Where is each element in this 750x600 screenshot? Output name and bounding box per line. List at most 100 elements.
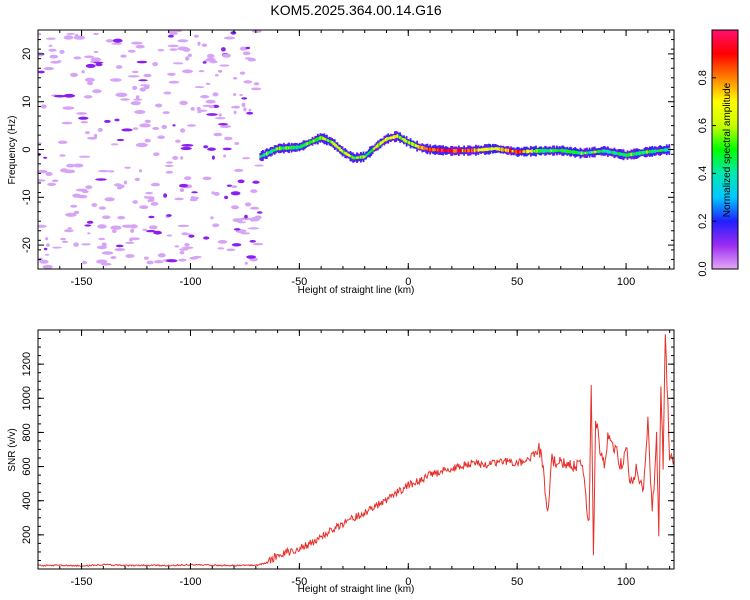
trace-core-cell	[663, 148, 665, 152]
y-tick-label: 1000	[21, 386, 33, 410]
trace-core-cell	[435, 148, 438, 152]
trace-core-cell	[490, 147, 493, 151]
noise-cell	[48, 44, 53, 47]
noise-cell	[144, 138, 151, 143]
noise-cell	[135, 142, 148, 148]
colorbar-gradient	[711, 29, 739, 270]
trace-core-cell	[526, 149, 528, 154]
trace-core-cell	[367, 152, 370, 155]
trace-core-cell	[527, 149, 530, 154]
spectrogram-x-ticks: -150 -100 -50 0 50 100	[37, 30, 671, 288]
trace-core-cell	[610, 151, 613, 154]
noise-cell	[244, 57, 253, 60]
noise-cell	[84, 224, 92, 227]
trace-core-cell	[323, 137, 326, 141]
noise-cell	[231, 243, 242, 247]
trace-core-cell	[505, 148, 507, 152]
noise-cell	[197, 41, 201, 46]
trace-core-cell	[422, 146, 425, 150]
noise-cell	[193, 34, 199, 38]
noise-cell	[59, 154, 66, 157]
noise-cell	[139, 123, 151, 128]
trace-core-cell	[298, 145, 301, 149]
noise-cell	[224, 195, 229, 200]
colorbar-tick-label: 0.6	[697, 118, 709, 133]
noise-cell	[162, 111, 170, 115]
noise-cell	[177, 224, 190, 228]
noise-cell	[115, 244, 124, 248]
trace-core-cell	[618, 152, 621, 156]
spectrogram-trace	[259, 131, 671, 163]
trace-core-cell	[316, 137, 319, 141]
x-tick-label: 50	[511, 576, 523, 588]
trace-core-cell	[578, 151, 580, 155]
noise-cell	[231, 185, 238, 189]
noise-cell	[132, 200, 138, 204]
trace-core-cell	[414, 144, 417, 148]
trace-core-cell	[350, 155, 353, 159]
trace-core-cell	[262, 154, 264, 157]
noise-cell	[46, 243, 50, 247]
noise-cell	[240, 217, 252, 221]
noise-cell	[85, 185, 93, 190]
noise-cell	[226, 184, 233, 187]
trace-core-cell	[454, 149, 456, 153]
noise-cell	[124, 241, 135, 244]
trace-core-cell	[272, 149, 275, 152]
trace-core-cell	[622, 152, 625, 157]
trace-core-cell	[584, 151, 587, 155]
noise-cell	[180, 146, 192, 151]
trace-core-cell	[502, 147, 505, 152]
noise-cell	[85, 131, 90, 135]
noise-cell	[90, 57, 102, 62]
trace-core-cell	[529, 150, 532, 153]
noise-cell	[172, 155, 179, 160]
noise-cell	[76, 188, 88, 192]
noise-cell	[211, 155, 215, 160]
noise-cell	[234, 168, 244, 172]
noise-cell	[104, 197, 115, 202]
trace-core-cell	[388, 136, 391, 140]
trace-core-cell	[455, 149, 458, 153]
noise-cell	[206, 53, 215, 59]
trace-core-cell	[297, 145, 300, 149]
trace-core-cell	[573, 150, 575, 155]
noise-cell	[233, 228, 241, 231]
trace-core-cell	[485, 147, 488, 151]
noise-cell	[96, 245, 107, 250]
noise-cell	[102, 215, 111, 219]
noise-cell	[165, 170, 174, 174]
trace-core-cell	[373, 147, 375, 150]
noise-cell	[241, 102, 246, 107]
trace-core-cell	[264, 153, 267, 156]
trace-core-cell	[461, 149, 464, 153]
snr-x-axis-label: Height of straight line (km)	[298, 584, 415, 595]
noise-cell	[188, 234, 195, 238]
trace-core-cell	[417, 145, 420, 149]
trace-core-cell	[489, 147, 492, 151]
noise-cell	[84, 77, 95, 82]
noise-cell	[205, 82, 211, 85]
noise-cell	[251, 30, 262, 33]
trace-core-cell	[409, 141, 412, 145]
trace-core-cell	[437, 148, 439, 152]
trace-core-cell	[574, 150, 577, 154]
trace-core-cell	[387, 137, 390, 140]
noise-cell	[43, 67, 55, 71]
noise-cell	[243, 107, 247, 112]
trace-core-cell	[459, 149, 462, 153]
noise-cell	[202, 61, 207, 64]
trace-core-cell	[514, 150, 516, 153]
noise-cell	[63, 35, 74, 40]
trace-core-cell	[424, 147, 426, 150]
colorbar-tick-label: 0.8	[697, 70, 709, 85]
trace-core-cell	[563, 149, 566, 153]
noise-cell	[153, 152, 160, 156]
trace-core-cell	[451, 149, 454, 153]
noise-cell	[164, 164, 174, 167]
noise-cell	[65, 212, 77, 217]
noise-cell	[62, 106, 75, 110]
x-tick-label: -50	[291, 276, 307, 288]
noise-cell	[139, 87, 146, 92]
noise-cell	[86, 220, 94, 224]
